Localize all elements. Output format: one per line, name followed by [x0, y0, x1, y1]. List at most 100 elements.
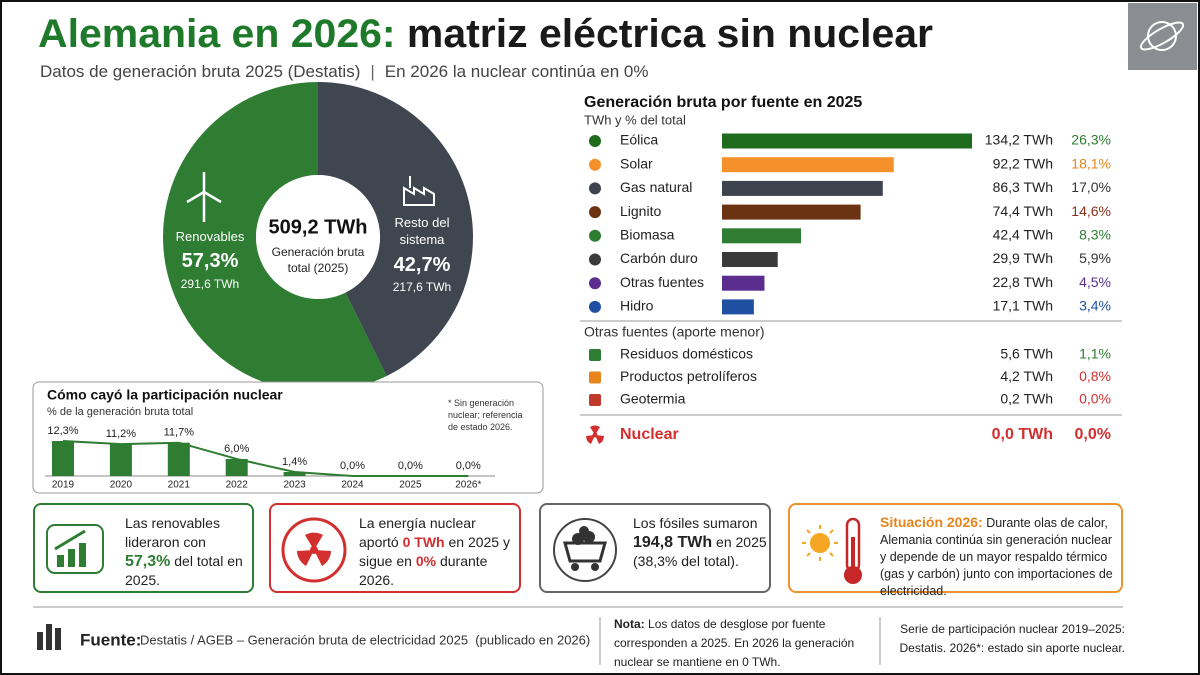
footer-icon: [37, 624, 61, 650]
subtitle-part: En 2026 la nuclear continúa en 0%: [385, 62, 649, 81]
x-tick-label: 2021: [168, 480, 191, 491]
source-name: Productos petrolíferos: [620, 368, 757, 384]
source-icon: [589, 206, 601, 219]
source-icon: [589, 394, 601, 406]
share-label: 8,3%: [1079, 227, 1111, 243]
card-text-part: Los fósiles sumaron: [633, 515, 758, 531]
value-label: 1,4%: [282, 456, 307, 468]
subtitle-part: Datos de generación bruta 2025 (Destatis…: [40, 62, 360, 81]
source-name: Lignito: [620, 203, 661, 219]
source-icon: [589, 158, 601, 171]
share-label: 17,0%: [1071, 179, 1111, 195]
footer-series-note: Serie de participación nuclear 2019–2025…: [899, 622, 1125, 655]
share-label: 4,5%: [1079, 274, 1111, 290]
source-name: Eólica: [620, 132, 658, 148]
bar: [722, 204, 861, 220]
source-icon: [589, 253, 601, 266]
source-name: Residuos domésticos: [620, 346, 753, 362]
bar: [283, 472, 306, 476]
donut-segment: [318, 81, 474, 376]
value-label: 0,0%: [456, 460, 481, 472]
donut-sub-label: 291,6 TWh: [180, 277, 240, 291]
bar: [722, 228, 801, 244]
footer-source-label: Fuente:: [80, 630, 141, 649]
card-text-part: Las renovables lideraron con: [125, 515, 220, 550]
value-label: 29,9 TWh: [993, 250, 1053, 266]
card-text: Los fósiles sumaron 194,8 TWh en 2025 (3…: [633, 514, 768, 571]
logo-icon: [1139, 21, 1185, 51]
card-highlight: 57,3%: [125, 553, 171, 570]
nuclear-twh: 0,0 TWh: [992, 426, 1053, 443]
source-icon: [589, 229, 601, 242]
source-name: Hidro: [620, 298, 654, 314]
x-tick-label: 2020: [110, 480, 133, 491]
share-label: 0,8%: [1079, 368, 1111, 384]
source-name: Solar: [620, 155, 653, 171]
value-label: 5,6 TWh: [1000, 346, 1053, 362]
value-label: 11,2%: [106, 428, 137, 440]
donut-label: Resto del sistema: [394, 215, 450, 247]
card-highlight: 194,8 TWh: [633, 534, 713, 551]
title: Alemania en 2026: matriz eléctrica sin n…: [38, 12, 933, 56]
bar: [52, 441, 74, 476]
x-tick-label: 2023: [283, 480, 306, 491]
card-icon: [46, 524, 104, 574]
value-label: 0,0%: [398, 460, 423, 472]
chart-subtitle: % de la generación bruta total: [47, 406, 193, 418]
share-label: 14,6%: [1071, 203, 1111, 219]
x-tick-label: 2022: [226, 480, 249, 491]
chart-title: Cómo cayó la participación nuclear: [47, 387, 283, 403]
hbar-chart: Eólica 134,2 TWh 26,3% Solar 92,2 TWh 18,1% Ga…: [589, 132, 1111, 315]
card: Situación 2026: Durante olas de calor, A…: [788, 503, 1123, 598]
value-label: 74,4 TWh: [993, 203, 1053, 219]
donut-value-label: 42,7%: [393, 254, 451, 276]
value-label: 12,3%: [47, 425, 78, 437]
card-text-part: La energía nuclear aportó: [359, 515, 476, 550]
value-label: 22,8 TWh: [993, 274, 1053, 290]
card-text-part: en 2025 y sigue en: [359, 534, 510, 569]
card: Los fósiles sumaron 194,8 TWh en 2025 (3…: [539, 503, 771, 593]
bar: [722, 275, 765, 291]
bar: [225, 458, 248, 476]
nuclear-name: Nuclear: [620, 426, 679, 443]
card-text-part: durante 2026.: [359, 553, 488, 588]
minor-table: Residuos domésticos 5,6 TWh 1,1% Productos …: [589, 346, 1111, 407]
logo-box: [1128, 3, 1197, 70]
nuclear-share: 0,0%: [1075, 426, 1111, 443]
bar: [109, 444, 132, 476]
value-label: 17,1 TWh: [993, 298, 1053, 314]
bar: [167, 442, 190, 476]
minor-title: Otras fuentes (aporte menor): [584, 324, 765, 340]
bar: [722, 180, 883, 196]
subtitle: Datos de generación bruta 2025 (Destatis…: [40, 62, 648, 81]
source-icon: [589, 135, 601, 147]
donut-center-value: 509,2 TWh: [269, 216, 368, 238]
separator: |: [370, 62, 374, 81]
footer-note: Nota: Los datos de desglose por fuente c…: [614, 615, 872, 672]
nuclear-icon: [586, 425, 604, 444]
value-label: 0,0%: [340, 460, 365, 472]
donut-sub-label: 217,6 TWh: [392, 280, 452, 294]
source-icon: [589, 182, 601, 195]
card-text-part: (38,3% del total).: [633, 553, 739, 569]
share-label: 26,3%: [1071, 132, 1111, 148]
source-name: Geotermia: [620, 391, 686, 407]
donut-segment: [163, 82, 387, 393]
footer-note-label: Nota:: [614, 617, 645, 631]
factory-icon: [403, 176, 435, 206]
card-text: Situación 2026: Durante olas de calor, A…: [880, 514, 1120, 600]
chart-note: * Sin generación nuclear; referencia de …: [448, 398, 523, 432]
card-highlight: Situación 2026:: [880, 514, 983, 530]
card: Las renovables lideraron con 57,3% del t…: [33, 503, 254, 593]
title-part: matriz eléctrica sin nuclear: [407, 12, 933, 56]
source-icon: [589, 300, 601, 313]
source-icon: [589, 349, 601, 361]
donut-center-label: Generación bruta total (2025): [271, 245, 365, 275]
donut-chart: [163, 81, 474, 393]
share-label: 3,4%: [1079, 298, 1111, 314]
source-name: Gas natural: [620, 179, 692, 195]
footer-source: Destatis / AGEB – Generación bruta de el…: [140, 632, 590, 647]
card-text: Las renovables lideraron con 57,3% del t…: [125, 514, 250, 590]
share-label: 0,0%: [1079, 391, 1111, 407]
